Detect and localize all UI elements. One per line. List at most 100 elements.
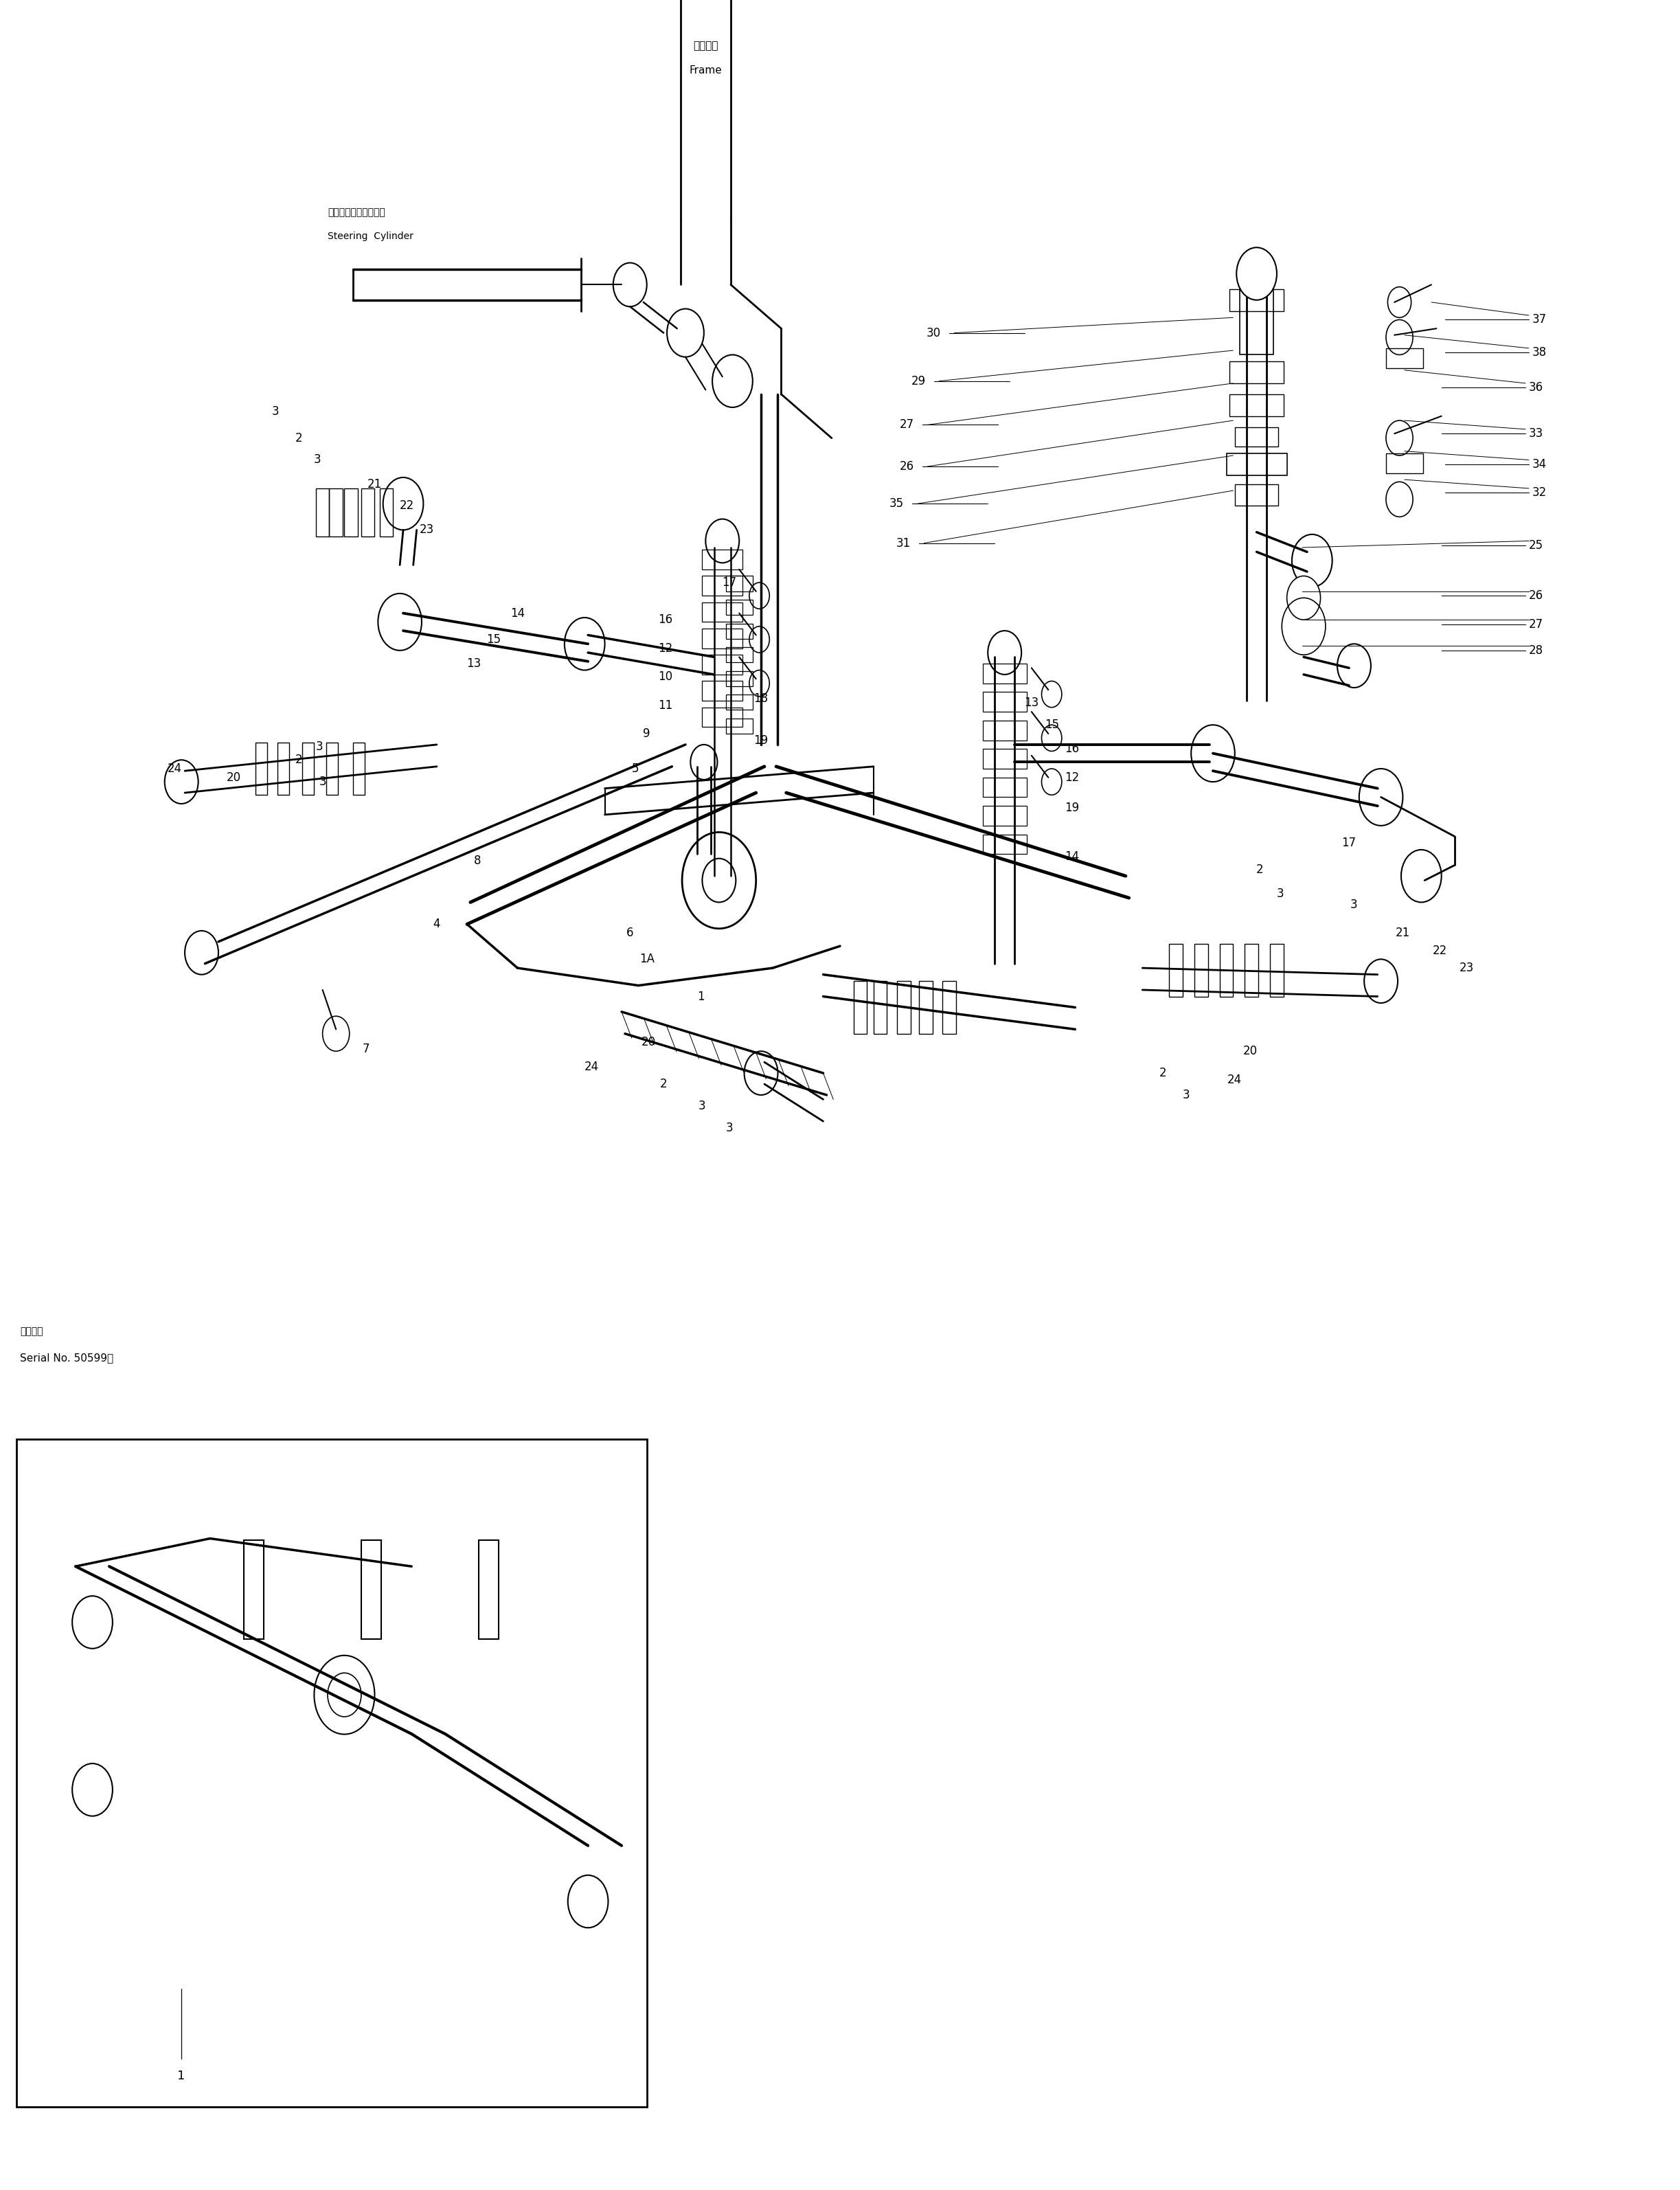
Text: 1: 1: [697, 990, 704, 1003]
Bar: [983, 806, 1026, 826]
Text: 17: 17: [722, 576, 736, 589]
Text: Steering  Cylinder: Steering Cylinder: [328, 232, 413, 241]
Bar: [919, 981, 932, 1034]
Text: 3: 3: [314, 453, 321, 466]
Text: 18: 18: [754, 692, 768, 705]
Text: 16: 16: [1065, 742, 1079, 756]
Text: 29: 29: [911, 374, 926, 388]
Circle shape: [1236, 247, 1277, 300]
Bar: [361, 488, 375, 537]
Bar: [726, 624, 753, 639]
Bar: [244, 1540, 264, 1638]
Text: 1A: 1A: [640, 953, 654, 966]
Text: 7: 7: [363, 1042, 370, 1056]
Bar: [702, 576, 743, 596]
Text: 27: 27: [899, 418, 914, 431]
Text: 15: 15: [487, 633, 501, 646]
Bar: [1386, 348, 1423, 368]
Bar: [1235, 484, 1278, 506]
Text: 3: 3: [1351, 898, 1357, 911]
Bar: [983, 777, 1026, 797]
Bar: [316, 488, 329, 537]
Bar: [726, 694, 753, 710]
Bar: [1386, 453, 1423, 473]
Bar: [329, 488, 343, 537]
Circle shape: [1287, 576, 1320, 620]
Text: 22: 22: [400, 499, 413, 512]
Text: 28: 28: [1529, 644, 1544, 657]
Text: 24: 24: [1228, 1073, 1242, 1086]
Text: 2: 2: [660, 1077, 667, 1091]
Bar: [302, 742, 314, 795]
Text: 2: 2: [1159, 1067, 1166, 1080]
Text: 36: 36: [1529, 381, 1544, 394]
Text: 6: 6: [627, 926, 633, 940]
Bar: [983, 721, 1026, 740]
Bar: [702, 681, 743, 701]
Text: 15: 15: [1045, 718, 1058, 731]
Text: 3: 3: [699, 1099, 706, 1113]
Text: 22: 22: [1433, 944, 1446, 957]
Text: 25: 25: [1529, 539, 1544, 552]
Text: 20: 20: [1243, 1045, 1257, 1058]
Bar: [277, 742, 289, 795]
Text: 17: 17: [1342, 837, 1356, 850]
Bar: [1235, 427, 1278, 447]
Bar: [726, 670, 753, 685]
Text: 31: 31: [895, 537, 911, 550]
Bar: [1230, 394, 1284, 416]
Bar: [874, 981, 887, 1034]
Text: 24: 24: [585, 1060, 598, 1073]
Bar: [1226, 453, 1287, 475]
Text: 21: 21: [1396, 926, 1410, 940]
Text: 1: 1: [178, 2070, 185, 2083]
Bar: [1230, 361, 1284, 383]
Bar: [326, 742, 338, 795]
Text: 24: 24: [168, 762, 181, 775]
Bar: [726, 648, 753, 661]
Text: フレーム: フレーム: [694, 42, 717, 50]
Text: 2: 2: [1257, 863, 1263, 876]
Text: 23: 23: [1460, 961, 1473, 975]
Text: 37: 37: [1532, 313, 1547, 326]
Text: 20: 20: [642, 1036, 655, 1049]
Text: 14: 14: [511, 607, 524, 620]
Bar: [1270, 944, 1284, 996]
Bar: [702, 550, 743, 569]
Bar: [1240, 263, 1273, 355]
Bar: [983, 664, 1026, 683]
Text: 19: 19: [1065, 802, 1079, 815]
Text: 9: 9: [643, 727, 650, 740]
Text: 11: 11: [659, 699, 672, 712]
Text: 適用機種: 適用機種: [20, 1327, 44, 1336]
Bar: [17, 1439, 647, 2107]
Text: 5: 5: [632, 762, 638, 775]
Bar: [702, 629, 743, 648]
Bar: [1169, 944, 1183, 996]
Bar: [897, 981, 911, 1034]
Text: 20: 20: [227, 771, 240, 784]
Text: 35: 35: [889, 497, 904, 510]
Bar: [380, 488, 393, 537]
Text: 10: 10: [659, 670, 672, 683]
Bar: [479, 1540, 499, 1638]
Text: Frame: Frame: [689, 66, 722, 74]
Bar: [702, 655, 743, 675]
Text: 38: 38: [1532, 346, 1547, 359]
Bar: [726, 600, 753, 615]
Text: 3: 3: [726, 1121, 732, 1134]
Bar: [361, 1540, 381, 1638]
Text: ステアリングシリンダ: ステアリングシリンダ: [328, 208, 385, 217]
Bar: [1194, 944, 1208, 996]
Bar: [942, 981, 956, 1034]
Text: 21: 21: [368, 477, 381, 491]
Bar: [1230, 289, 1284, 311]
Bar: [255, 742, 267, 795]
Bar: [983, 692, 1026, 712]
Text: 3: 3: [319, 775, 326, 788]
Text: 27: 27: [1529, 618, 1544, 631]
Bar: [726, 576, 753, 591]
Bar: [853, 981, 867, 1034]
Text: 33: 33: [1529, 427, 1544, 440]
Text: 19: 19: [754, 734, 768, 747]
